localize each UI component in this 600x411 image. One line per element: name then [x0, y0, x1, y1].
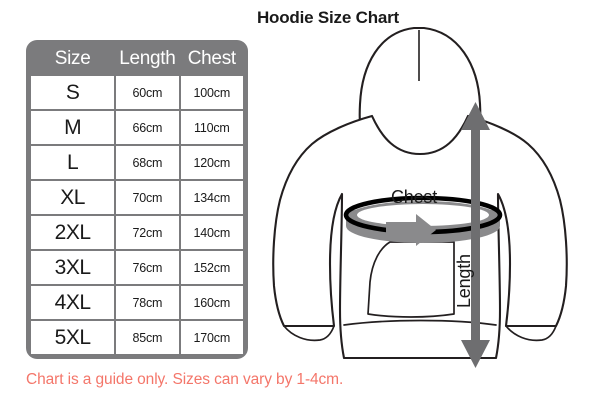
chest-label: Chest — [391, 187, 437, 207]
table-row: 5XL 85cm 170cm — [31, 321, 244, 354]
table-row: L 68cm 120cm — [31, 146, 244, 179]
chest-band-top-arc — [343, 195, 503, 216]
cell-length: 78cm — [116, 286, 179, 319]
cell-length: 85cm — [116, 321, 179, 354]
column-header-length: Length — [119, 48, 176, 69]
disclaimer-note: Chart is a guide only. Sizes can vary by… — [26, 371, 344, 388]
cell-chest: 140cm — [180, 216, 244, 249]
cell-chest: 170cm — [180, 321, 244, 354]
length-arrow-head-top — [461, 102, 490, 130]
bottom-hem-band — [343, 319, 497, 326]
hoodie-illustration: Chest Length — [268, 18, 598, 376]
cell-length: 60cm — [116, 76, 179, 109]
table-header-row: Size Length Chest — [31, 44, 243, 74]
cell-size: S — [31, 76, 115, 109]
column-header-size: Size — [54, 48, 91, 69]
cell-size: 5XL — [31, 321, 115, 354]
cell-size: L — [31, 146, 115, 179]
cell-length: 76cm — [116, 251, 179, 284]
cell-length: 72cm — [116, 216, 179, 249]
cell-length: 68cm — [116, 146, 179, 179]
cell-size: 4XL — [31, 286, 115, 319]
table-row: S 60cm 100cm — [31, 76, 244, 109]
chest-band-inner-cutout — [357, 204, 489, 226]
right-cuff — [505, 325, 557, 342]
cell-size: 3XL — [31, 251, 115, 284]
length-label: Length — [454, 254, 474, 308]
cell-chest: 100cm — [180, 76, 244, 109]
cell-size: XL — [31, 181, 115, 214]
cell-chest: 152cm — [180, 251, 244, 284]
cell-size: 2XL — [31, 216, 115, 249]
cell-length: 70cm — [116, 181, 179, 214]
length-arrow-shaft — [471, 116, 480, 354]
column-header-chest: Chest — [187, 48, 236, 69]
page-title: Hoodie Size Chart — [256, 8, 400, 27]
cell-chest: 120cm — [180, 146, 244, 179]
table-row: 4XL 78cm 160cm — [31, 286, 244, 319]
cell-length: 66cm — [116, 111, 179, 144]
cell-chest: 134cm — [180, 181, 244, 214]
chest-direction-arrowhead — [386, 214, 436, 246]
table-row: 2XL 72cm 140cm — [31, 216, 244, 249]
kangaroo-pocket — [367, 241, 455, 318]
size-chart-table: Size Length Chest S 60cm 100cm M 66cm 11… — [26, 40, 248, 359]
cell-size: M — [31, 111, 115, 144]
table-row: M 66cm 110cm — [31, 111, 244, 144]
left-cuff — [283, 325, 335, 342]
length-arrow-head-bottom — [461, 340, 490, 368]
table-row: XL 70cm 134cm — [31, 181, 244, 214]
table-row: 3XL 76cm 152cm — [31, 251, 244, 284]
cell-chest: 110cm — [180, 111, 244, 144]
cell-chest: 160cm — [180, 286, 244, 319]
